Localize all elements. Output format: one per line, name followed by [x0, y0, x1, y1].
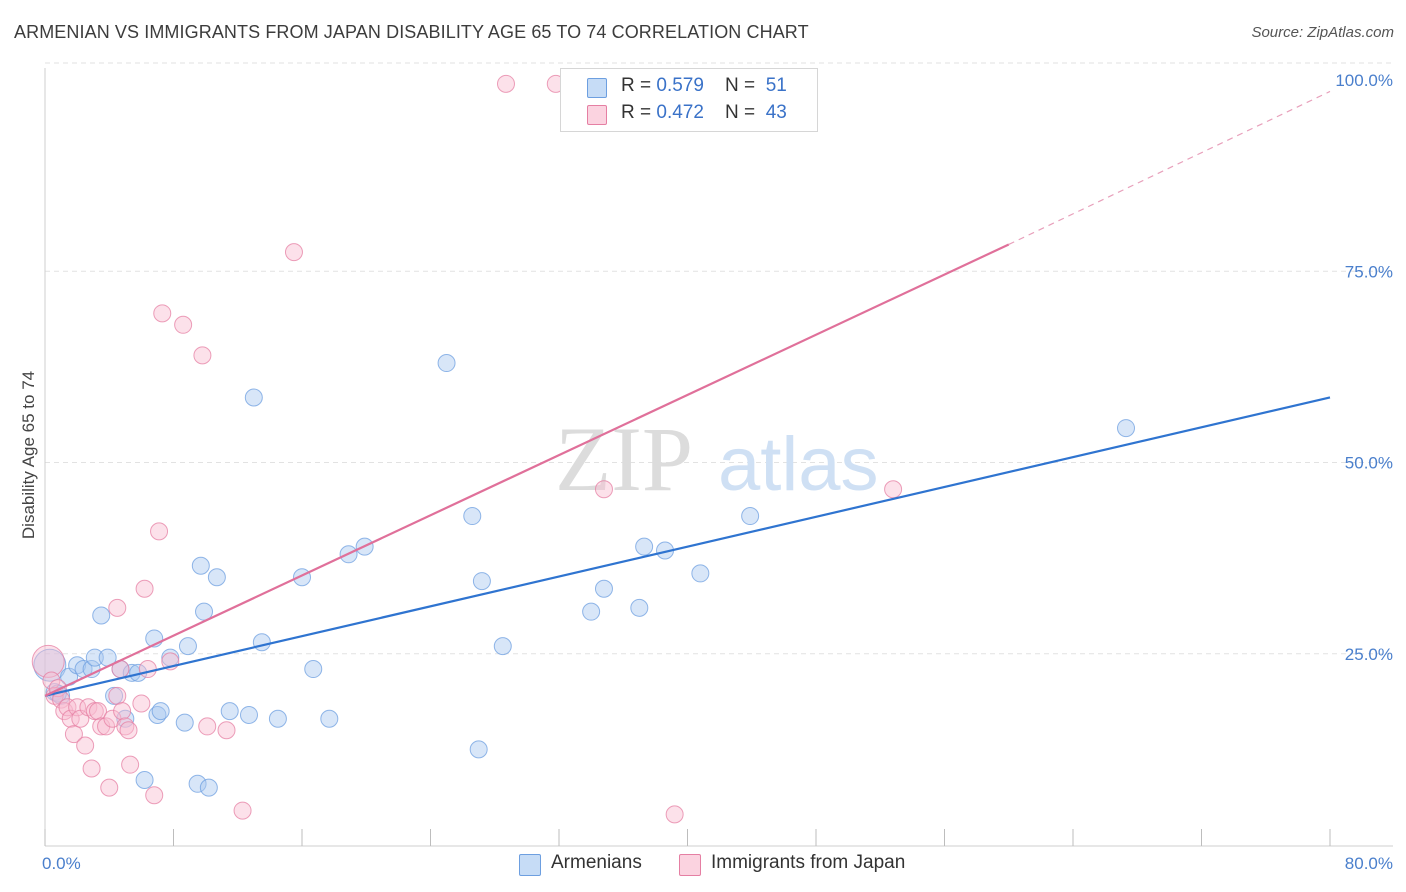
legend-swatch-armenians — [519, 854, 541, 876]
y-tick-label: 100.0% — [1335, 71, 1393, 90]
data-point-japan — [233, 801, 252, 820]
watermark-zip: ZIP — [555, 408, 693, 510]
data-point-armenians — [463, 507, 482, 526]
data-point-japan — [31, 644, 65, 678]
source-label: Source: ZipAtlas.com — [1251, 24, 1394, 41]
series-legend: Armenians Immigrants from Japan — [0, 852, 1406, 878]
x-tick-label: 80.0% — [1345, 854, 1393, 873]
stats-legend: R = 0.579 N = 51 R = 0.472 N = 43 — [560, 68, 818, 132]
trend-line-armenians — [44, 396, 1331, 697]
data-point-armenians — [493, 637, 512, 656]
data-point-japan — [132, 694, 151, 713]
y-tick-label: 50.0% — [1345, 454, 1393, 473]
data-point-armenians — [469, 740, 488, 759]
axes — [44, 68, 1393, 847]
data-point-armenians — [188, 774, 207, 793]
data-point-armenians — [268, 709, 287, 728]
legend-swatch-japan — [587, 105, 607, 125]
data-point-armenians — [191, 556, 210, 575]
data-point-japan — [42, 671, 61, 690]
trend-extension-japan — [1008, 90, 1331, 246]
data-point-japan — [284, 243, 303, 262]
data-point-armenians — [304, 660, 323, 679]
data-point-japan — [217, 721, 236, 740]
data-point-japan — [594, 480, 613, 499]
data-point-japan — [121, 755, 140, 774]
data-point-japan — [153, 304, 172, 323]
data-point-armenians — [178, 637, 197, 656]
legend-r-label: R = — [621, 75, 657, 96]
grid-lines — [45, 62, 1393, 655]
y-tick-label: 75.0% — [1345, 262, 1393, 281]
data-point-japan — [64, 725, 83, 744]
data-point-japan — [100, 778, 119, 797]
data-point-japan — [82, 759, 101, 778]
trend-line-japan — [44, 243, 1010, 697]
data-point-armenians — [630, 598, 649, 617]
data-point-japan — [58, 698, 77, 717]
legend-r-label: R = — [621, 102, 657, 123]
x-tick-label: 0.0% — [42, 854, 81, 873]
data-point-armenians — [220, 702, 239, 721]
data-point-armenians — [239, 705, 258, 724]
data-point-armenians — [472, 572, 491, 591]
data-point-japan — [198, 717, 217, 736]
data-point-armenians — [320, 709, 339, 728]
data-point-armenians — [437, 354, 456, 373]
data-point-japan — [150, 522, 169, 541]
data-point-armenians — [33, 648, 67, 682]
data-point-armenians — [199, 778, 218, 797]
data-point-japan — [97, 717, 116, 736]
legend-label-armenians: Armenians — [551, 852, 642, 873]
data-point-japan — [145, 786, 164, 805]
data-point-armenians — [635, 537, 654, 556]
legend-label-japan: Immigrants from Japan — [711, 852, 906, 873]
legend-r-value: 0.579 — [656, 75, 704, 96]
data-point-japan — [108, 598, 127, 617]
data-point-armenians — [741, 507, 760, 526]
data-point-armenians — [691, 564, 710, 583]
data-point-japan — [496, 74, 515, 93]
data-point-armenians — [151, 702, 170, 721]
legend-swatch-armenians — [587, 78, 607, 98]
data-point-armenians — [594, 579, 613, 598]
watermark-atlas: atlas — [718, 422, 879, 507]
data-point-armenians — [252, 633, 271, 652]
legend-swatch-japan — [679, 854, 701, 876]
legend-n-value: 43 — [765, 102, 787, 123]
legend-n-label: N = — [725, 102, 761, 123]
tick-labels: 25.0% 50.0% 75.0% 100.0% 0.0% 80.0% — [42, 71, 1393, 873]
data-point-japan — [174, 315, 193, 334]
data-point-japan — [138, 660, 157, 679]
data-point-armenians — [135, 770, 154, 789]
y-axis-label: Disability Age 65 to 74 — [19, 371, 38, 539]
data-point-japan — [119, 721, 138, 740]
data-point-armenians — [92, 606, 111, 625]
data-point-armenians — [85, 648, 104, 667]
data-point-armenians — [1117, 419, 1136, 438]
data-point-japan — [108, 686, 127, 705]
data-point-armenians — [175, 713, 194, 732]
legend-n-value: 51 — [765, 75, 787, 96]
data-point-japan — [76, 736, 95, 755]
data-point-armenians — [582, 602, 601, 621]
data-point-japan — [135, 579, 154, 598]
legend-r-value: 0.472 — [656, 102, 704, 123]
data-point-japan — [61, 709, 80, 728]
data-point-japan — [665, 805, 684, 824]
trend-lines — [44, 90, 1331, 697]
chart-title: ARMENIAN VS IMMIGRANTS FROM JAPAN DISABI… — [14, 22, 809, 42]
data-point-armenians — [244, 388, 263, 407]
data-point-japan — [193, 346, 212, 365]
y-tick-label: 25.0% — [1345, 645, 1393, 664]
data-point-japan — [89, 702, 108, 721]
data-point-japan — [113, 702, 132, 721]
legend-n-label: N = — [725, 75, 761, 96]
data-point-armenians — [207, 568, 226, 587]
data-point-japan — [884, 480, 903, 499]
